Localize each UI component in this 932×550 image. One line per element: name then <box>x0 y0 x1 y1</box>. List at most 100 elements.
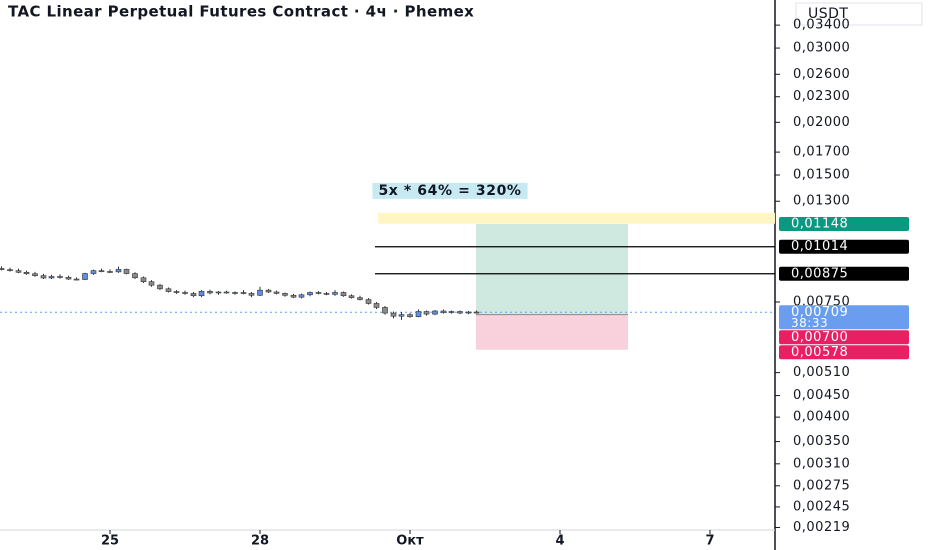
price-label-bg <box>779 305 909 330</box>
candle-body <box>265 289 272 293</box>
y-tick-label: 0,00400 <box>793 410 850 425</box>
position-profit <box>476 224 628 315</box>
y-tick-label: 0,02600 <box>793 67 850 82</box>
y-tick-label: 0,00275 <box>793 478 850 493</box>
candle-body <box>140 277 147 282</box>
candle-body <box>132 273 138 279</box>
y-tick-label: 0,02000 <box>793 115 850 130</box>
candle-body <box>315 292 322 294</box>
candle-body <box>332 292 338 295</box>
candle-body <box>340 292 347 297</box>
highlight-band <box>378 212 775 224</box>
candle-body <box>348 295 355 298</box>
x-tick-label: 4 <box>555 534 564 549</box>
price-label: 0,00709 <box>791 305 848 320</box>
candle-body <box>257 289 263 296</box>
candle-body <box>198 291 205 297</box>
candle-body <box>157 284 163 290</box>
price-label-bg <box>779 345 909 360</box>
price-label: 0,00578 <box>791 345 848 360</box>
y-tick-label: 0,00450 <box>793 388 850 403</box>
candle-body <box>248 293 255 296</box>
candle-body <box>398 314 405 317</box>
candle-body <box>90 270 97 274</box>
y-tick-label: 0,03000 <box>793 41 850 56</box>
y-tick-label: 0,01500 <box>793 168 850 183</box>
candle-body <box>32 273 38 276</box>
price-countdown: 38:33 <box>791 316 828 330</box>
y-tick-label: 0,00350 <box>793 434 850 449</box>
candle-body <box>15 270 22 273</box>
annotation-bg <box>372 182 528 199</box>
y-tick-label: 0,00245 <box>793 499 850 514</box>
axis-unit-box <box>795 2 923 26</box>
price-label-bg <box>779 330 909 345</box>
x-tick-label: Окт <box>396 534 424 549</box>
y-tick-label: 0,00219 <box>793 520 850 535</box>
y-axis-label: USDT <box>808 6 848 22</box>
candle-body <box>182 292 188 294</box>
annotation: 5x * 64% = 320% <box>378 183 521 199</box>
candle-body <box>432 310 438 315</box>
y-tick-label: 0,01300 <box>793 194 850 209</box>
candle-body <box>165 288 172 292</box>
y-tick-label: 0,02300 <box>793 89 850 104</box>
candle-body <box>273 291 280 294</box>
candle-body <box>40 275 47 279</box>
candle-body <box>107 271 113 273</box>
candle-body <box>23 271 30 275</box>
chart-title: TAC Linear Perpetual Futures Contract · … <box>8 3 474 21</box>
candle-body <box>57 276 63 278</box>
candle-body <box>48 276 55 279</box>
candle-body <box>448 311 455 313</box>
candle-body <box>65 277 72 280</box>
candle-body <box>223 291 230 294</box>
y-tick-label: 0,01700 <box>793 145 850 160</box>
candle-body <box>365 299 372 304</box>
candle-body <box>323 293 330 295</box>
position-loss <box>476 314 628 350</box>
candle-body <box>290 294 297 298</box>
y-tick-label: 0,03400 <box>793 18 850 33</box>
candle-body <box>390 312 397 317</box>
candle-body <box>357 297 363 300</box>
candle-body <box>457 311 463 314</box>
x-tick-label: 25 <box>101 534 119 549</box>
y-tick-label: 0,00510 <box>793 365 850 380</box>
x-tick-label: 7 <box>705 534 714 549</box>
candle-body <box>123 269 130 274</box>
candle-body <box>240 292 247 294</box>
candle-body <box>473 311 480 314</box>
price-label-bg <box>779 239 909 254</box>
candle-body <box>415 311 422 318</box>
price-label: 0,01148 <box>791 217 848 232</box>
price-label: 0,01014 <box>791 239 848 254</box>
candle-body <box>0 268 5 270</box>
candle-body <box>382 307 388 314</box>
price-label-bg <box>779 217 909 232</box>
candle-body <box>207 291 213 294</box>
candle-body <box>298 294 305 298</box>
candle-body <box>7 269 13 271</box>
candle-body <box>440 310 447 313</box>
candle-body <box>423 311 430 315</box>
price-label: 0,00700 <box>791 330 848 345</box>
candle-body <box>215 291 222 294</box>
candle-body <box>465 311 472 314</box>
x-tick-label: 28 <box>251 534 269 549</box>
candle-body <box>282 293 288 296</box>
candle-body <box>232 292 238 294</box>
candle-body <box>373 303 380 308</box>
candle-body <box>407 314 413 318</box>
candle-body <box>82 273 88 280</box>
candle-body <box>173 291 180 293</box>
candle-body <box>73 278 80 281</box>
candle-body <box>98 270 105 272</box>
price-label-bg <box>779 266 909 281</box>
candle-body <box>148 281 155 286</box>
y-tick-label: 0,00310 <box>793 456 850 471</box>
price-label: 0,00875 <box>791 266 848 281</box>
candle-body <box>307 292 313 296</box>
candle-body <box>115 269 122 273</box>
